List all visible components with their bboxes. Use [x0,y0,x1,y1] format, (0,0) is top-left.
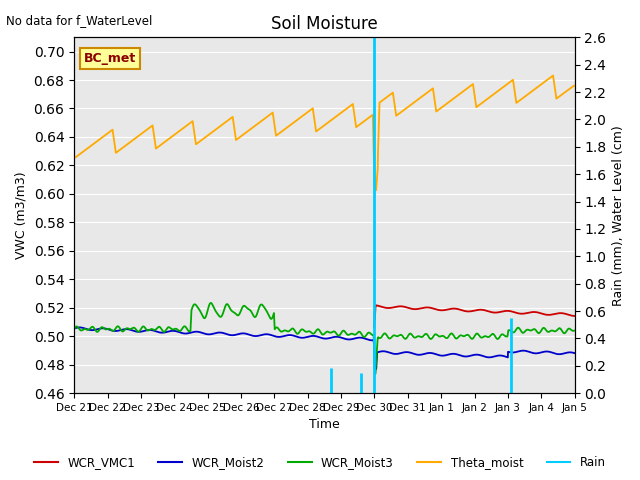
Text: No data for f_WaterLevel: No data for f_WaterLevel [6,14,153,27]
X-axis label: Time: Time [309,419,340,432]
Title: Soil Moisture: Soil Moisture [271,15,378,33]
Y-axis label: Rain (mm), Water Level (cm): Rain (mm), Water Level (cm) [612,125,625,306]
Y-axis label: VWC (m3/m3): VWC (m3/m3) [15,171,28,259]
Legend: WCR_VMC1, WCR_Moist2, WCR_Moist3, Theta_moist, Rain: WCR_VMC1, WCR_Moist2, WCR_Moist3, Theta_… [29,452,611,474]
Text: BC_met: BC_met [84,52,136,65]
